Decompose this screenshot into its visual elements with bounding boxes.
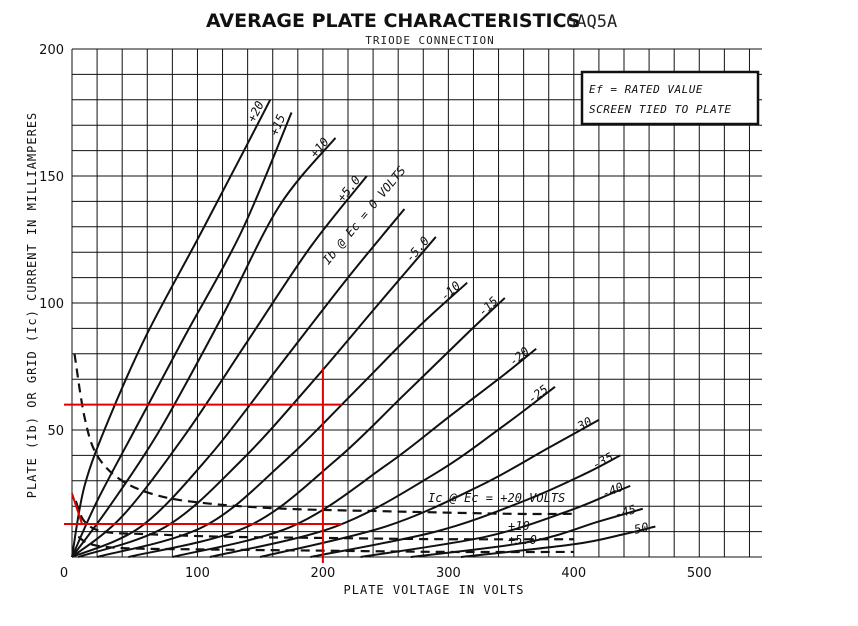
- plate-curve-label: -5.0: [403, 234, 432, 265]
- chart-subtitle: TRIODE CONNECTION: [365, 34, 495, 47]
- plate-curve: [360, 484, 631, 558]
- plate-curve: [71, 99, 272, 558]
- tick-labels: 0 100 200 300 400 500 50 100 150 200: [39, 43, 712, 581]
- notes-box: Ef = RATED VALUE SCREEN TIED TO PLATE: [580, 70, 760, 126]
- tube-type: 6AQ5A: [566, 12, 617, 32]
- grid-current-curve: [73, 353, 574, 516]
- plate-curve-label: -50: [626, 520, 650, 539]
- y-tick-label: 150: [39, 170, 64, 185]
- curve-labels: +20+15+10+5.0Ib @ Ec = 0 VOLTS-5.0-10-15…: [244, 99, 650, 547]
- plate-curve: [71, 137, 337, 558]
- plate-curve: [310, 454, 621, 558]
- plate-curve-label: -35: [590, 450, 616, 472]
- plate-curve: [71, 175, 368, 558]
- plate-curve: [209, 386, 556, 558]
- plate-curve: [259, 418, 600, 558]
- y-tick-label: 50: [47, 424, 64, 439]
- grid-current-curves: [73, 353, 574, 554]
- plate-curve-label: -45: [613, 502, 638, 521]
- note-line-2: SCREEN TIED TO PLATE: [589, 103, 731, 116]
- x-tick-label: 100: [185, 566, 210, 581]
- x-tick-label: 400: [561, 566, 586, 581]
- y-tick-label: 200: [39, 43, 64, 58]
- plate-curve-label: -40: [600, 480, 625, 501]
- red-tangent-marker: [71, 493, 83, 525]
- plate-curve-label: -15: [475, 294, 500, 319]
- plate-curve: [71, 112, 293, 558]
- chart-title: AVERAGE PLATE CHARACTERISTICS: [206, 10, 581, 32]
- grid-curve-label: +10: [508, 519, 530, 533]
- plate-curve-label: -10: [438, 279, 463, 304]
- plate-curve: [172, 347, 537, 558]
- red-markers: [64, 368, 342, 563]
- y-axis-label: PLATE (Ib) OR GRID (Ic) CURRENT IN MILLI…: [25, 112, 39, 499]
- grid-curve-label: +5.0: [508, 533, 537, 547]
- x-tick-label: 300: [436, 566, 461, 581]
- x-tick-label: 0: [60, 566, 68, 581]
- plate-curve-label: -20: [506, 344, 532, 369]
- plate-curve: [96, 281, 468, 558]
- plate-curve-label: +15: [267, 112, 288, 137]
- plate-curve-label: +10: [307, 135, 332, 161]
- plate-curve-label: -25: [525, 382, 551, 406]
- plate-curve-label: -30: [569, 414, 595, 437]
- x-tick-label: 500: [687, 566, 712, 581]
- x-tick-label: 200: [310, 566, 335, 581]
- grid-family-label: Ic @ Ec = +20 VOLTS: [428, 491, 565, 505]
- x-axis-label: PLATE VOLTAGE IN VOLTS: [344, 583, 525, 597]
- note-line-1: Ef = RATED VALUE: [589, 83, 703, 96]
- plate-curve: [77, 236, 437, 558]
- y-tick-label: 100: [39, 297, 64, 312]
- plate-curve: [128, 297, 506, 558]
- grid-current-curve: [77, 535, 574, 554]
- plate-curve-label: +5.0: [334, 173, 363, 204]
